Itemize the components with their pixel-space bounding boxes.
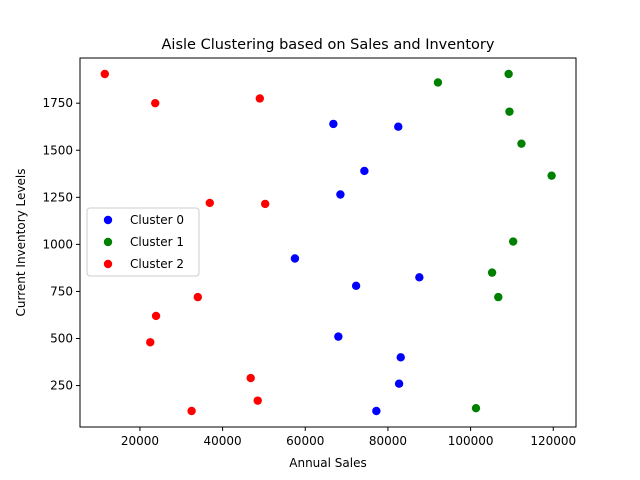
cluster-0-point-5 (415, 273, 424, 282)
x-tick-label-5: 120000 (530, 434, 576, 448)
cluster-2-point-5 (193, 292, 202, 302)
x-tick-label-4: 100000 (448, 434, 494, 448)
y-tick-label-4: 1250 (42, 190, 73, 204)
plot-area-frame (79, 57, 577, 428)
cluster-2-point-0 (100, 69, 110, 79)
legend-label-0: Cluster 0 (130, 213, 184, 227)
legend-label-1: Cluster 1 (130, 235, 184, 249)
cluster-0-point-8 (396, 353, 405, 362)
cluster-0-point-3 (336, 190, 345, 199)
cluster-1-point-0 (504, 69, 513, 79)
x-tick-label-0: 20000 (121, 434, 159, 448)
y-tick-label-1: 500 (50, 332, 73, 346)
x-tick-label-3: 80000 (369, 434, 407, 448)
cluster-0-point-2 (360, 166, 369, 176)
x-tick-label-2: 60000 (286, 434, 324, 448)
legend-marker-1 (103, 237, 113, 247)
cluster-2-point-8 (246, 373, 255, 383)
cluster-2-point-10 (187, 406, 196, 416)
cluster-0-point-9 (394, 379, 404, 388)
cluster-1-point-3 (517, 139, 526, 148)
y-tick-label-5: 1500 (42, 143, 73, 157)
y-tick-label-2: 750 (50, 284, 73, 298)
legend-marker-0 (103, 215, 113, 225)
cluster-1-point-2 (505, 107, 514, 116)
cluster-2-point-6 (151, 311, 161, 321)
cluster-1-point-8 (471, 403, 481, 413)
cluster-0-point-1 (394, 122, 403, 131)
chart-title: Aisle Clustering based on Sales and Inve… (162, 37, 495, 53)
plot-marks (100, 69, 556, 416)
legend-marker-2 (103, 259, 113, 269)
cluster-1-point-6 (487, 268, 497, 277)
y-tick-label-3: 1000 (42, 237, 73, 251)
cluster-1-point-5 (508, 237, 518, 246)
cluster-0-point-4 (290, 254, 300, 263)
x-axis-label: Annual Sales (289, 456, 366, 470)
x-tick-label-1: 40000 (204, 434, 242, 448)
cluster-1-point-7 (494, 292, 503, 302)
cluster-0-point-7 (334, 332, 343, 341)
cluster-2-point-1 (255, 94, 264, 103)
x-axis-ticks: 20000 40000 60000 80000 100000 120000 (121, 427, 576, 448)
y-axis-label: Current Inventory Levels (14, 169, 28, 317)
y-axis-ticks: 250 500 750 1000 1250 1500 1750 (42, 96, 80, 393)
cluster-1-point-1 (433, 78, 443, 87)
y-tick-label-6: 1750 (42, 96, 73, 110)
cluster-1-point-4 (547, 171, 556, 180)
cluster-2-point-3 (205, 198, 214, 208)
y-tick-label-0: 250 (50, 379, 73, 393)
legend-box (86, 207, 200, 277)
cluster-2-point-7 (146, 338, 155, 347)
cluster-0-point-0 (329, 119, 338, 129)
cluster-2-point-9 (253, 396, 262, 405)
legend-label-2: Cluster 2 (130, 257, 184, 271)
cluster-0-point-10 (372, 406, 381, 416)
cluster-0-point-6 (351, 281, 361, 291)
cluster-2-point-2 (151, 98, 160, 108)
cluster-2-point-4 (260, 199, 270, 209)
legend: Cluster 0 Cluster 1 Cluster 2 (86, 207, 200, 277)
